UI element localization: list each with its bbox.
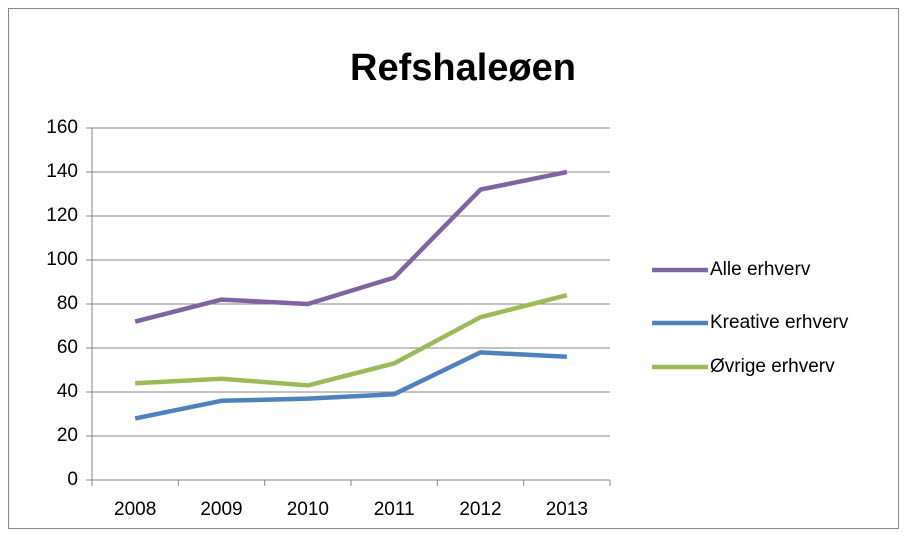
y-tick-label: 60: [57, 337, 78, 358]
x-tick-label: 2011: [374, 499, 415, 520]
y-tick-label: 0: [67, 469, 78, 490]
legend-label: Kreative erhverv: [710, 312, 849, 333]
y-tick-label: 140: [46, 161, 78, 182]
y-tick-label: 40: [57, 381, 78, 402]
legend-label: Alle erhverv: [710, 259, 811, 280]
chart-frame: [8, 8, 899, 529]
x-tick-label: 2010: [287, 499, 329, 520]
legend-label: Øvrige erhverv: [710, 356, 835, 377]
y-tick-label: 160: [46, 117, 78, 138]
y-tick-label: 80: [57, 293, 78, 314]
y-tick-label: 100: [46, 249, 78, 270]
x-tick-label: 2008: [114, 499, 156, 520]
chart-title: Refshaleøen: [350, 47, 576, 89]
series-line: [134, 350, 567, 421]
series-line: [134, 169, 568, 324]
series-line: [135, 293, 568, 388]
x-tick-label: 2013: [546, 499, 588, 520]
y-tick-label: 120: [46, 205, 78, 226]
x-tick-label: 2009: [200, 499, 242, 520]
y-tick-label: 20: [57, 425, 78, 446]
x-tick-label: 2012: [459, 499, 501, 520]
